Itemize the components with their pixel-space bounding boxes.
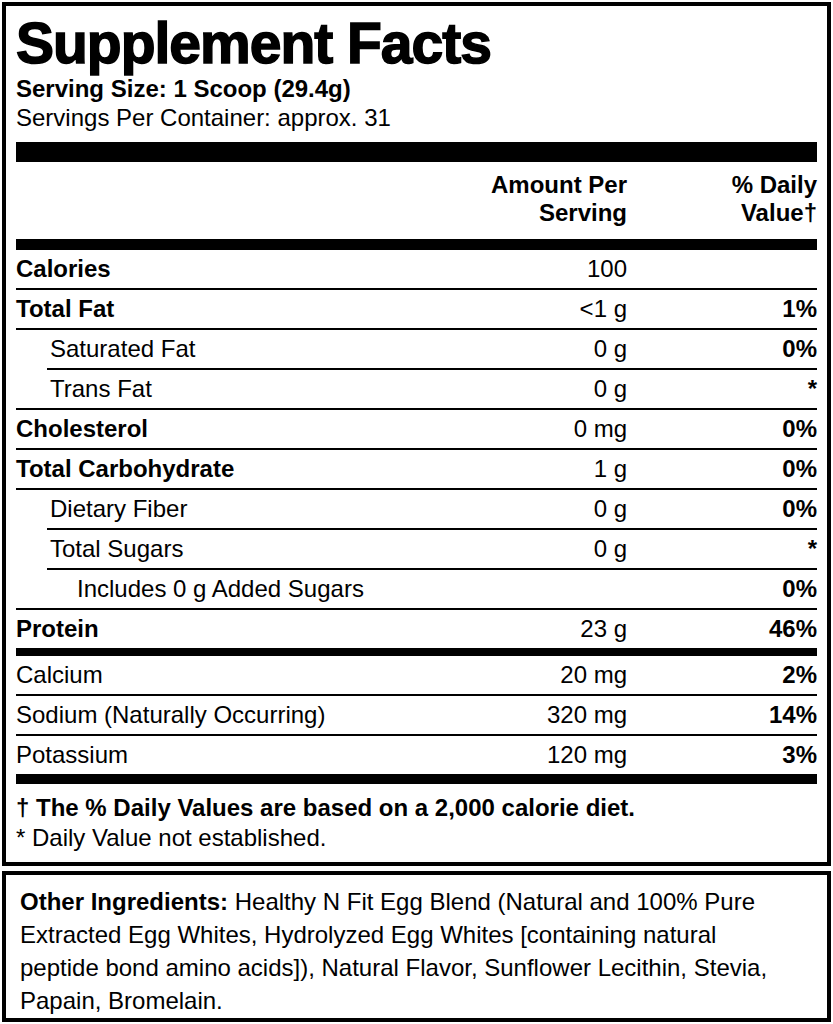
- nutrient-dv: 0%: [627, 495, 817, 523]
- nutrient-dv: 0%: [627, 415, 817, 443]
- nutrient-name: Trans Fat: [16, 375, 407, 403]
- nutrient-dv: 0%: [627, 575, 817, 603]
- amount-per-serving-header: Amount Per Serving: [407, 171, 627, 227]
- nutrient-name: Total Sugars: [16, 535, 407, 563]
- amount-header-line1: Amount Per: [407, 171, 627, 199]
- nutrient-amount: 0 g: [407, 535, 627, 563]
- nutrient-row-potassium: Potassium120 mg3%: [16, 736, 817, 774]
- amount-header-line2: Serving: [407, 199, 627, 227]
- nutrient-name: Total Carbohydrate: [16, 455, 407, 483]
- header-spacer: [16, 171, 407, 227]
- nutrient-name: Includes 0 g Added Sugars: [16, 575, 407, 603]
- other-ingredients-panel: Other Ingredients: Healthy N Fit Egg Ble…: [2, 871, 831, 1022]
- nutrient-row-total-fat: Total Fat<1 g1%: [16, 290, 817, 328]
- other-ingredients-label: Other Ingredients:: [20, 888, 228, 915]
- nutrient-dv: 1%: [627, 295, 817, 323]
- nutrient-amount: 20 mg: [407, 661, 627, 689]
- nutrient-amount: 120 mg: [407, 741, 627, 769]
- nutrient-name: Saturated Fat: [16, 335, 407, 363]
- nutrient-dv: 3%: [627, 741, 817, 769]
- page-title: Supplement Facts: [16, 12, 817, 74]
- nutrient-row-total-carbohydrate: Total Carbohydrate1 g0%: [16, 450, 817, 488]
- nutrient-row-calcium: Calcium20 mg2%: [16, 656, 817, 694]
- nutrient-name: Total Fat: [16, 295, 407, 323]
- nutrient-amount: 100: [407, 255, 627, 283]
- facts-rows: Calories100Total Fat<1 g1%Saturated Fat0…: [16, 250, 817, 784]
- nutrient-name: Protein: [16, 615, 407, 643]
- nutrient-row-cholesterol: Cholesterol0 mg0%: [16, 410, 817, 448]
- nutrient-amount: 0 g: [407, 495, 627, 523]
- nutrient-dv: *: [627, 375, 817, 403]
- nutrient-name: Cholesterol: [16, 415, 407, 443]
- nutrient-name: Potassium: [16, 741, 407, 769]
- nutrient-row-dietary-fiber: Dietary Fiber0 g0%: [16, 490, 817, 528]
- nutrient-dv: 14%: [627, 701, 817, 729]
- nutrient-dv: 0%: [627, 335, 817, 363]
- nutrient-amount: 0 g: [407, 375, 627, 403]
- nutrient-dv: 2%: [627, 661, 817, 689]
- nutrient-amount: 0 g: [407, 335, 627, 363]
- nutrient-row-trans-fat: Trans Fat0 g*: [16, 370, 817, 408]
- nutrient-amount: 320 mg: [407, 701, 627, 729]
- serving-size: Serving Size: 1 Scoop (29.4g): [16, 74, 817, 103]
- nutrient-row-sodium-naturally-occurring: Sodium (Naturally Occurring)320 mg14%: [16, 696, 817, 734]
- servings-per-container: Servings Per Container: approx. 31: [16, 103, 817, 132]
- nutrient-row-total-sugars: Total Sugars0 g*: [16, 530, 817, 568]
- nutrient-amount: 23 g: [407, 615, 627, 643]
- nutrient-amount: 0 mg: [407, 415, 627, 443]
- nutrient-name: Calories: [16, 255, 407, 283]
- divider-thick-top: [16, 142, 817, 162]
- nutrient-name: Sodium (Naturally Occurring): [16, 701, 407, 729]
- nutrient-row-saturated-fat: Saturated Fat0 g0%: [16, 330, 817, 368]
- dv-header-line1: % Daily: [627, 171, 817, 199]
- daily-value-header: % Daily Value†: [627, 171, 817, 227]
- nutrient-dv: *: [627, 535, 817, 563]
- row-separator: [16, 774, 817, 784]
- supplement-facts-label: Supplement Facts Serving Size: 1 Scoop (…: [0, 0, 833, 1024]
- nutrient-row-calories: Calories100: [16, 250, 817, 288]
- nutrient-dv: 46%: [627, 615, 817, 643]
- nutrient-dv: 0%: [627, 455, 817, 483]
- nutrient-name: Calcium: [16, 661, 407, 689]
- nutrient-name: Dietary Fiber: [16, 495, 407, 523]
- divider-header: [16, 239, 817, 250]
- footnote-not-established: * Daily Value not established.: [16, 823, 817, 853]
- nutrient-amount: 1 g: [407, 455, 627, 483]
- nutrient-row-includes-0-g-added-sugars: Includes 0 g Added Sugars 0%: [16, 570, 817, 608]
- nutrient-amount: <1 g: [407, 295, 627, 323]
- nutrient-row-protein: Protein23 g46%: [16, 610, 817, 648]
- column-headers: Amount Per Serving % Daily Value†: [16, 162, 817, 239]
- facts-panel: Supplement Facts Serving Size: 1 Scoop (…: [2, 2, 831, 866]
- footnote-daily-value: † The % Daily Values are based on a 2,00…: [16, 793, 817, 823]
- row-separator: [16, 648, 817, 656]
- dv-header-line2: Value†: [627, 199, 817, 227]
